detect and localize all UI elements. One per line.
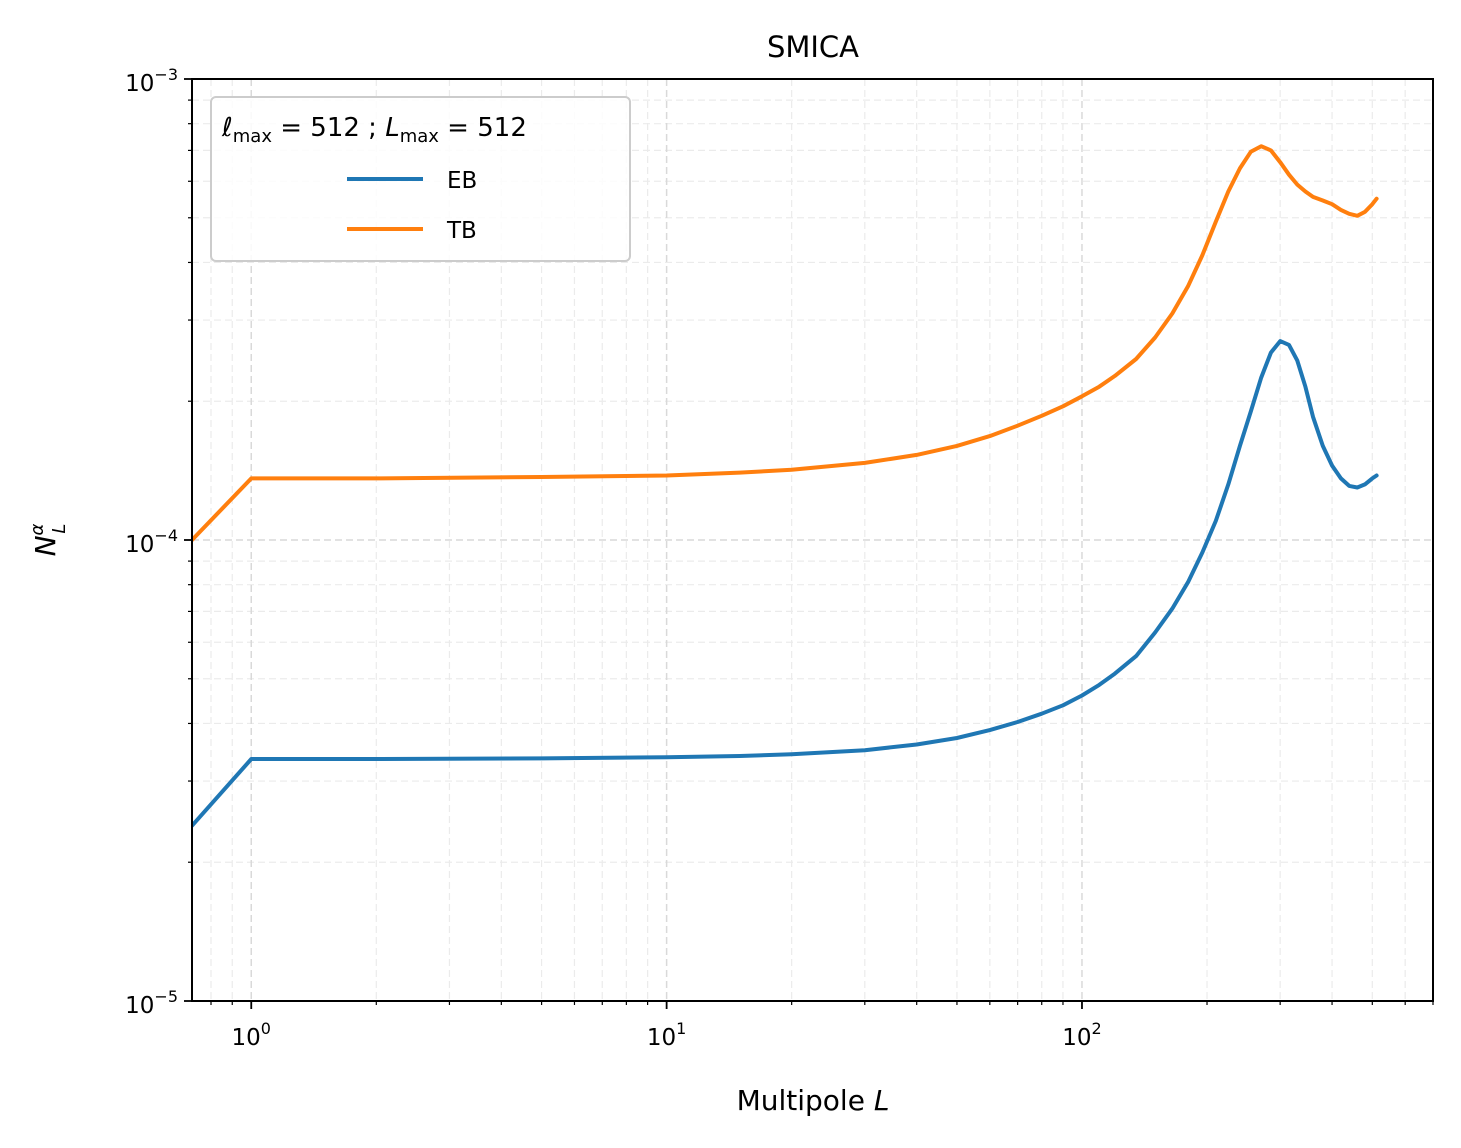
y-axis-label: NαL: [27, 523, 70, 556]
x-tick-label: 102: [1062, 1019, 1101, 1051]
series-line-tb: [192, 144, 1379, 542]
x-tick-label: 100: [232, 1019, 271, 1051]
series-layer: [192, 144, 1379, 828]
tick-labels: 100 101 102 10−5 10−4 10−3: [125, 65, 1102, 1051]
y-tick-label: 10−5: [125, 987, 178, 1019]
legend-label-tb: TB: [446, 218, 477, 244]
legend-item-tb: TB: [347, 218, 477, 244]
legend-label-eb: EB: [447, 168, 477, 194]
svg-text:NαL: NαL: [27, 523, 70, 556]
x-axis-label: Multipole L: [737, 1084, 890, 1117]
chart-title: SMICA: [767, 30, 859, 64]
y-tick-label: 10−4: [125, 526, 178, 558]
x-tick-label: 101: [647, 1019, 686, 1051]
legend: ℓmax = 512 ; Lmax = 512 EB TB: [210, 96, 631, 262]
axis-ticks: [184, 78, 1434, 1009]
minor-grid: [192, 79, 1434, 1001]
legend-title: ℓmax = 512 ; Lmax = 512: [221, 113, 527, 147]
y-tick-label: 10−3: [125, 65, 178, 97]
series-line-eb: [192, 339, 1379, 828]
legend-item-eb: EB: [347, 168, 477, 194]
